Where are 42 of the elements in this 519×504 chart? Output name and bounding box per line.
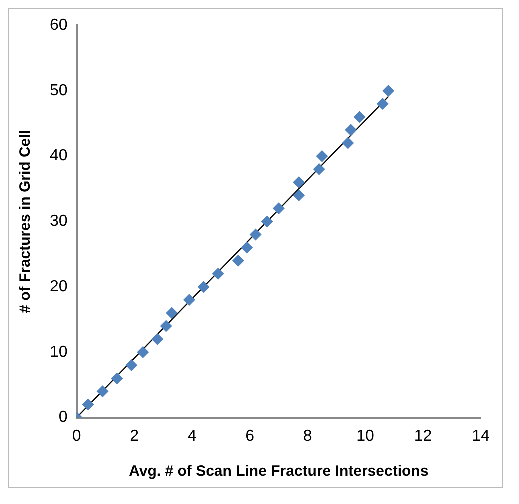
point (354, 111, 366, 124)
point (96, 386, 109, 398)
point (212, 268, 224, 280)
point (166, 307, 178, 320)
x-tick-label: 12 (414, 428, 432, 445)
point (183, 294, 196, 306)
point (376, 98, 389, 110)
x-tick-label: 4 (188, 428, 197, 445)
y-tick-label: 30 (50, 213, 68, 230)
point (293, 176, 306, 188)
point (137, 346, 150, 358)
y-axis-title: # of Fractures in Grid Cell (17, 130, 34, 314)
point (111, 372, 124, 385)
point (345, 124, 358, 136)
y-tick-label: 60 (50, 17, 68, 34)
y-tick-label: 20 (50, 278, 68, 296)
point (272, 202, 285, 215)
x-tick-label: 6 (246, 428, 255, 445)
point (241, 242, 254, 254)
point (152, 333, 164, 346)
y-tick-label: 50 (50, 82, 68, 100)
point (313, 163, 326, 176)
point (82, 398, 94, 411)
x-tick-label: 0 (72, 428, 82, 445)
x-tick-label: 2 (130, 428, 140, 445)
point (342, 137, 354, 150)
point (293, 190, 306, 202)
point (232, 254, 244, 267)
x-tick-label: 10 (356, 428, 375, 445)
point (250, 228, 262, 241)
x-tick-label: 8 (303, 428, 312, 445)
y-tick-label: 0 (58, 409, 68, 426)
point (198, 281, 210, 294)
point (316, 150, 328, 162)
point (160, 320, 172, 332)
y-tick-label: 10 (50, 344, 68, 361)
x-tick-label: 14 (472, 428, 490, 445)
point (382, 84, 395, 97)
y-tick-label: 40 (50, 148, 68, 165)
point (126, 360, 138, 372)
point (261, 216, 274, 228)
x-axis-title: Avg. # of Scan Line Fracture Intersections (129, 463, 429, 480)
